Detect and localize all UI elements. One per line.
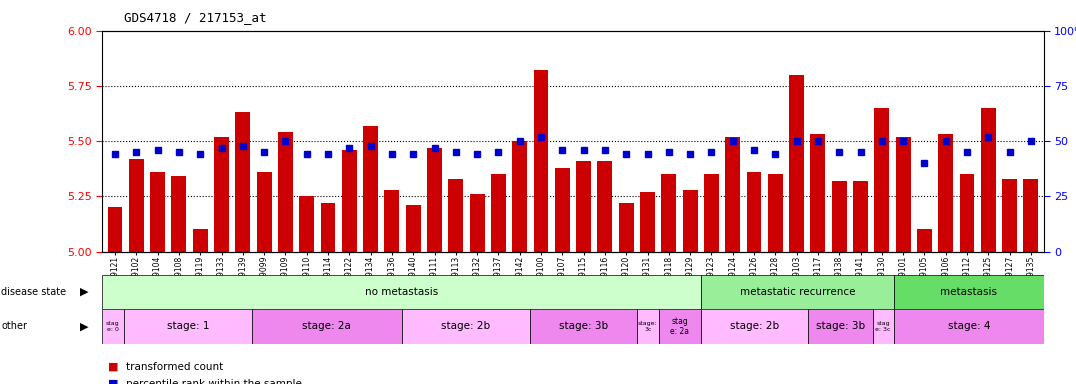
Bar [938, 134, 953, 252]
Bar [401, 309, 530, 344]
Bar [875, 108, 889, 252]
Bar [704, 174, 719, 252]
Bar [640, 192, 655, 252]
Bar [894, 309, 1044, 344]
Bar [534, 70, 549, 252]
Text: stag
e: 2a: stag e: 2a [670, 317, 690, 336]
Text: ▶: ▶ [80, 287, 88, 297]
Bar [597, 161, 612, 252]
Text: stage: 2b: stage: 2b [441, 321, 491, 331]
Bar [512, 141, 527, 252]
Text: stag
e: 3c: stag e: 3c [876, 321, 891, 332]
Bar [449, 179, 464, 252]
Text: stage: 2a: stage: 2a [302, 321, 352, 331]
Bar [725, 137, 740, 252]
Bar [384, 190, 399, 252]
Bar [659, 309, 702, 344]
Text: ■: ■ [108, 362, 118, 372]
Bar [981, 108, 995, 252]
Bar [702, 309, 808, 344]
Text: stag
e: 0: stag e: 0 [107, 321, 119, 332]
Bar [637, 309, 659, 344]
Bar [1023, 179, 1038, 252]
Text: other: other [1, 321, 27, 331]
Text: stage: 3b: stage: 3b [816, 321, 865, 331]
Text: metastasis: metastasis [940, 287, 997, 297]
Bar [895, 137, 910, 252]
Bar [832, 181, 847, 252]
Bar [108, 207, 123, 252]
Bar [810, 134, 825, 252]
Bar [193, 230, 208, 252]
Bar [576, 161, 591, 252]
Bar [321, 203, 336, 252]
Bar [917, 230, 932, 252]
Bar [102, 309, 124, 344]
Bar [469, 194, 484, 252]
Bar [427, 148, 442, 252]
Bar [406, 205, 421, 252]
Bar [171, 177, 186, 252]
Bar [808, 309, 873, 344]
Bar [129, 159, 144, 252]
Text: percentile rank within the sample: percentile rank within the sample [126, 379, 301, 384]
Bar [662, 174, 677, 252]
Bar [257, 172, 271, 252]
Bar [747, 172, 762, 252]
Bar [252, 309, 401, 344]
Bar [789, 75, 804, 252]
Bar [214, 137, 229, 252]
Bar [619, 203, 634, 252]
Bar [151, 172, 165, 252]
Bar [299, 196, 314, 252]
Bar [853, 181, 868, 252]
Text: GDS4718 / 217153_at: GDS4718 / 217153_at [124, 12, 266, 25]
Text: disease state: disease state [1, 287, 67, 297]
Bar [702, 275, 894, 309]
Bar [873, 309, 894, 344]
Bar [530, 309, 637, 344]
Text: ▶: ▶ [80, 321, 88, 331]
Bar [491, 174, 506, 252]
Text: transformed count: transformed count [126, 362, 223, 372]
Bar [682, 190, 697, 252]
Text: no metastasis: no metastasis [365, 287, 438, 297]
Bar [342, 150, 357, 252]
Text: stage: 2b: stage: 2b [731, 321, 779, 331]
Text: stage: 1: stage: 1 [167, 321, 209, 331]
Bar [555, 168, 570, 252]
Bar [768, 174, 782, 252]
Bar [364, 126, 378, 252]
Bar [894, 275, 1044, 309]
Text: metastatic recurrence: metastatic recurrence [740, 287, 855, 297]
Bar [960, 174, 975, 252]
Bar [1002, 179, 1017, 252]
Bar [102, 275, 702, 309]
Bar [278, 132, 293, 252]
Text: stage:
3c: stage: 3c [638, 321, 657, 332]
Text: stage: 3b: stage: 3b [560, 321, 608, 331]
Text: ■: ■ [108, 379, 118, 384]
Text: stage: 4: stage: 4 [948, 321, 990, 331]
Bar [236, 113, 251, 252]
Bar [124, 309, 252, 344]
